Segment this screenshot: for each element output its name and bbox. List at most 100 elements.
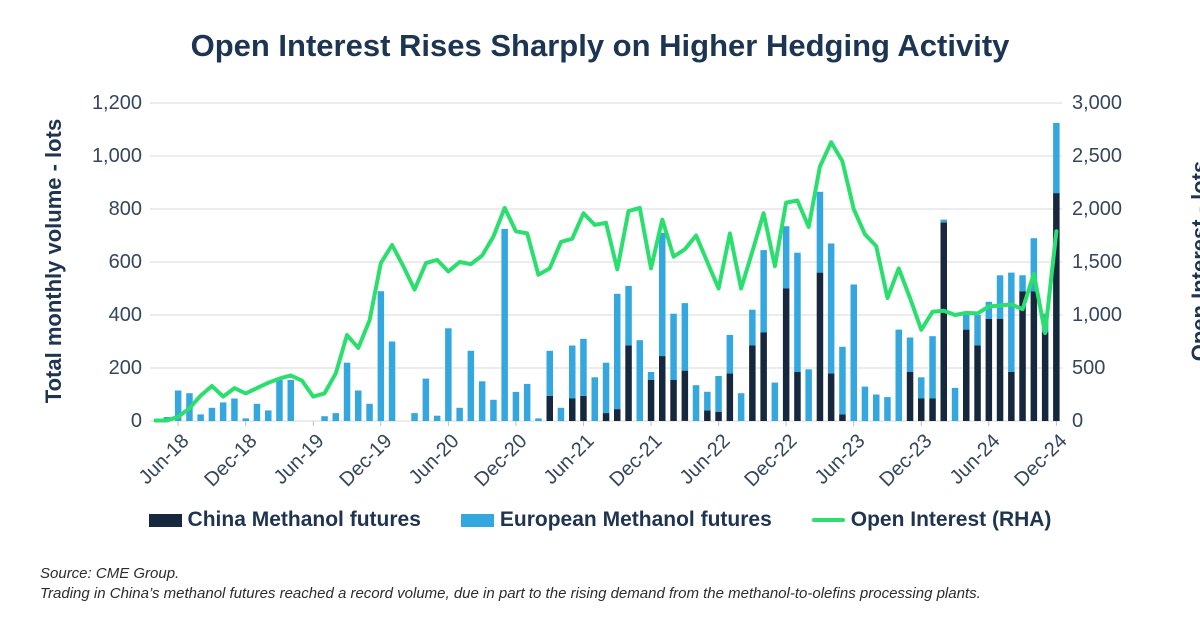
- china-bar: [996, 319, 1004, 421]
- legend-item-open-interest: Open Interest (RHA): [811, 508, 1052, 532]
- european-bar: [895, 329, 902, 421]
- legend-item-european: European Methanol futures: [460, 508, 772, 532]
- footnote-text: Trading in China’s methanol futures reac…: [40, 585, 981, 602]
- plot-area: [150, 102, 1062, 426]
- left-y-tick-label: 800: [108, 198, 142, 220]
- european-bar: [850, 284, 857, 421]
- china-bar: [546, 395, 553, 421]
- european-bar: [659, 232, 666, 356]
- china-bar: [1041, 332, 1049, 421]
- european-bar: [692, 385, 700, 421]
- china-bar: [839, 414, 846, 421]
- european-bar: [478, 381, 486, 422]
- european-bar: [1019, 275, 1026, 292]
- china-bar: [749, 345, 756, 421]
- china-bar: [681, 370, 689, 421]
- european-bar: [546, 350, 553, 396]
- source-text: Source: CME Group.: [40, 565, 180, 582]
- china-bar: [974, 345, 981, 421]
- european-bar: [332, 413, 339, 422]
- european-bar: [918, 377, 925, 399]
- right-y-tick-label: 0: [1072, 410, 1084, 432]
- european-bar: [231, 398, 238, 421]
- european-bar: [411, 413, 418, 422]
- china-bar: [985, 319, 993, 421]
- european-bar: [974, 315, 981, 346]
- chart-title: Open Interest Rises Sharply on Higher He…: [190, 28, 1010, 63]
- european-bar: [614, 293, 621, 410]
- european-bar: [726, 334, 734, 374]
- right-y-tick-label: 3,000: [1072, 92, 1123, 114]
- china-bar: [580, 395, 587, 421]
- china-bar: [782, 288, 790, 421]
- european-bar: [839, 346, 846, 415]
- european-bar: [963, 313, 970, 330]
- european-bar: [242, 418, 249, 421]
- european-bar: [253, 403, 261, 421]
- left-y-tick-label: 400: [108, 304, 142, 326]
- european-bar: [535, 418, 542, 421]
- european-bar: [355, 390, 362, 421]
- european-bar: [501, 228, 508, 421]
- european-bar: [265, 410, 272, 421]
- european-bar: [219, 402, 227, 421]
- left-y-tick-label: 0: [130, 410, 142, 432]
- european-bar: [704, 391, 711, 411]
- european-bar: [377, 291, 385, 421]
- european-bar: [805, 369, 812, 421]
- european-bar: [445, 328, 452, 422]
- european-bar: [996, 275, 1004, 319]
- china-bar: [569, 398, 576, 421]
- legend-label-open-interest: Open Interest (RHA): [850, 508, 1052, 531]
- european-bar: [591, 377, 598, 421]
- european-bar: [760, 250, 767, 333]
- european-bar: [276, 379, 283, 421]
- european-bar: [861, 386, 869, 422]
- china-bar: [625, 345, 632, 421]
- right-y-tick-label: 500: [1072, 357, 1106, 379]
- european-bar: [782, 226, 790, 289]
- european-bar: [749, 309, 756, 346]
- china-bars-group: [546, 193, 1060, 422]
- european-bar: [366, 403, 373, 421]
- european-bar: [456, 407, 463, 422]
- european-bar: [523, 383, 531, 421]
- european-bar: [647, 372, 655, 380]
- european-bar: [884, 397, 891, 421]
- china-bar: [1053, 193, 1060, 421]
- china-bar: [918, 398, 925, 421]
- china-bar: [1030, 291, 1038, 421]
- china-bar: [715, 411, 722, 421]
- european-bar: [197, 414, 204, 421]
- european-bar: [636, 340, 643, 421]
- european-bar: [681, 303, 689, 371]
- china-bar: [827, 373, 835, 421]
- china-bar: [647, 379, 655, 421]
- european-bar: [557, 407, 565, 422]
- european-bar: [794, 252, 801, 372]
- european-bar: [208, 407, 216, 422]
- open-interest-line: [153, 140, 1059, 423]
- european-bar: [827, 243, 835, 374]
- european-bar: [467, 350, 475, 421]
- chart-canvas: [150, 102, 1062, 426]
- european-bar: [388, 341, 396, 421]
- european-bar: [174, 390, 182, 421]
- china-bar: [760, 332, 767, 421]
- european-bar: [422, 378, 430, 421]
- european-bar: [906, 337, 914, 372]
- legend-item-china: China Methanol futures: [148, 508, 421, 532]
- european-bar: [873, 394, 880, 421]
- european-bar: [625, 285, 632, 346]
- european-bar: [929, 336, 936, 399]
- european-bar: [816, 191, 824, 273]
- european-bar: [1030, 238, 1038, 292]
- china-bar: [726, 373, 734, 421]
- european-bar: [569, 345, 576, 399]
- european-bars-group: [163, 122, 1060, 422]
- left-y-tick-label: 600: [108, 251, 142, 273]
- right-y-tick-label: 2,000: [1072, 198, 1123, 220]
- european-bar: [737, 393, 745, 421]
- european-bar: [670, 313, 677, 380]
- european-bar: [433, 415, 441, 421]
